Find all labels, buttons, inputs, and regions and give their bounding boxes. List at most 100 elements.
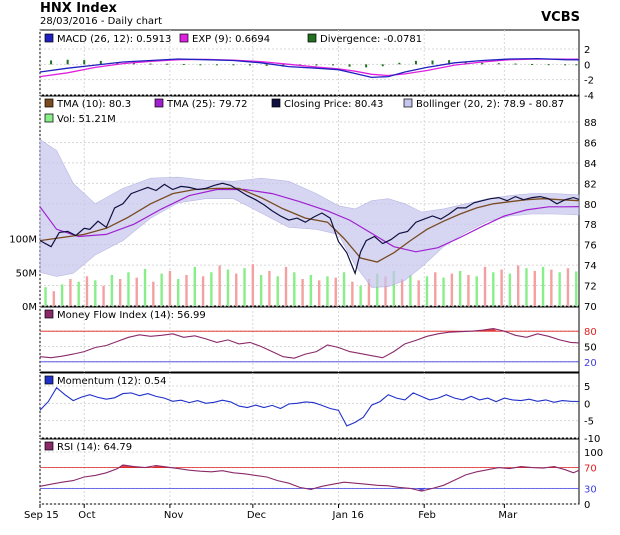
volume-bar-25	[251, 264, 255, 306]
legend-close-swatch	[271, 98, 281, 108]
momentum-line	[39, 386, 580, 427]
tma10-line	[39, 187, 580, 263]
legend-macd-swatch	[44, 33, 54, 43]
x-tick-label-3: Dec	[247, 510, 266, 521]
exp-line	[39, 58, 580, 78]
volume-bar-7	[102, 285, 105, 306]
volume-bar-48	[442, 277, 445, 306]
volume-bar-55	[500, 269, 503, 306]
momentum-panel	[39, 372, 580, 439]
x-tick-label-0: Sep 15	[24, 510, 59, 521]
x-tick-label-1: Oct	[78, 510, 95, 521]
volume-bar-42	[392, 270, 396, 306]
divergence-bar-30	[547, 64, 550, 66]
volume-bar-29	[284, 266, 288, 306]
divergence-bar-25	[464, 62, 467, 65]
volume-bar-1	[52, 291, 56, 306]
divergence-bar-2	[83, 60, 86, 65]
divergence-bar-11	[232, 64, 235, 66]
volume-bar-37	[351, 281, 354, 306]
volume-bar-26	[259, 274, 263, 306]
legend-tma10: TMA (10): 80.3	[56, 99, 131, 110]
volume-bar-2	[60, 284, 64, 306]
volume-bar-22	[226, 269, 230, 306]
chart-title: HNX Index	[40, 1, 117, 16]
legend-bollinger-swatch	[403, 98, 413, 108]
divergence-bar-32	[575, 64, 578, 66]
volume-bar-38	[359, 285, 362, 306]
divergence-bar-8	[182, 63, 185, 65]
price-axis-tick-5: 78	[584, 220, 597, 231]
divergence-bar-0	[50, 60, 53, 65]
mfi-axis-tick-2: 20	[584, 358, 597, 369]
volume-bar-63	[566, 268, 570, 306]
volume-bar-12	[143, 268, 147, 306]
x-tick-label-6: Mar	[498, 510, 518, 521]
divergence-bar-6	[149, 63, 152, 65]
macd-axis-tick-3: -4	[584, 91, 594, 102]
volume-bar-56	[508, 273, 512, 306]
volume-bar-19	[201, 276, 205, 306]
volume-bar-16	[177, 279, 180, 306]
volume-bar-6	[94, 280, 97, 306]
divergence-bar-23	[431, 60, 434, 65]
volume-bar-44	[409, 274, 412, 306]
bollinger-band	[39, 138, 580, 288]
divergence-bar-5	[132, 63, 135, 65]
divergence-bar-17	[331, 64, 334, 66]
divergence-bar-19	[365, 64, 368, 68]
volume-bar-57	[516, 265, 520, 306]
rsi-axis-tick-3: 0	[584, 500, 590, 511]
volume-bar-21	[218, 265, 221, 306]
price-axis-tick-9: 70	[584, 302, 597, 313]
divergence-bar-28	[514, 63, 517, 65]
brand-label: VCBS	[541, 10, 580, 25]
divergence-bar-27	[497, 63, 500, 65]
volume-axis-tick-1: 50M	[16, 268, 37, 279]
volume-bar-5	[85, 276, 89, 306]
rsi-axis-tick-2: 30	[584, 484, 597, 495]
volume-bar-58	[525, 268, 528, 306]
price-axis-tick-1: 86	[584, 138, 597, 149]
legend-rsi: RSI (14): 64.79	[57, 442, 132, 453]
mfi-panel	[39, 306, 580, 373]
divergence-bar-3	[99, 60, 102, 65]
macd-axis-tick-1: 0	[584, 60, 590, 71]
divergence-bar-1	[66, 59, 69, 65]
volume-bar-10	[127, 272, 130, 306]
close-line	[39, 182, 580, 276]
macd-axis-tick-0: 2	[584, 45, 590, 56]
divergence-bar-16	[315, 64, 318, 66]
volume-bar-28	[276, 276, 279, 306]
macd-line	[39, 57, 580, 79]
divergence-bar-12	[249, 64, 252, 66]
legend-momentum: Momentum (12): 0.54	[57, 376, 167, 387]
volume-bar-52	[475, 276, 478, 306]
volume-bar-47	[434, 272, 437, 306]
legend-bollinger: Bollinger (20, 2): 78.9 - 80.87	[416, 99, 564, 110]
divergence-bar-13	[265, 64, 268, 66]
volume-bar-54	[492, 272, 495, 306]
legend-divergence-swatch	[307, 33, 317, 43]
volume-bar-3	[69, 279, 72, 306]
volume-bar-23	[235, 273, 238, 306]
mfi-line	[39, 328, 580, 359]
rsi-axis-tick-0: 100	[584, 448, 603, 459]
volume-bar-30	[293, 272, 296, 306]
legend-vol: Vol: 51.21M	[57, 114, 116, 125]
price-axis-tick-0: 88	[584, 118, 597, 129]
volume-bar-53	[483, 266, 487, 306]
volume-bar-50	[458, 270, 462, 306]
legend-tma25: TMA (25): 79.72	[166, 99, 247, 110]
x-tick-label-5: Feb	[418, 510, 436, 521]
divergence-bar-26	[481, 62, 484, 65]
macd-axis-tick-2: -2	[584, 76, 594, 87]
rsi-oversold-fill-1	[417, 488, 426, 491]
legend-tma25-swatch	[154, 98, 164, 108]
volume-bar-0	[44, 287, 47, 306]
volume-bar-35	[334, 277, 337, 306]
rsi-axis-tick-1: 70	[584, 464, 597, 475]
volume-bar-61	[550, 269, 553, 306]
legend-vol-swatch	[44, 113, 54, 123]
